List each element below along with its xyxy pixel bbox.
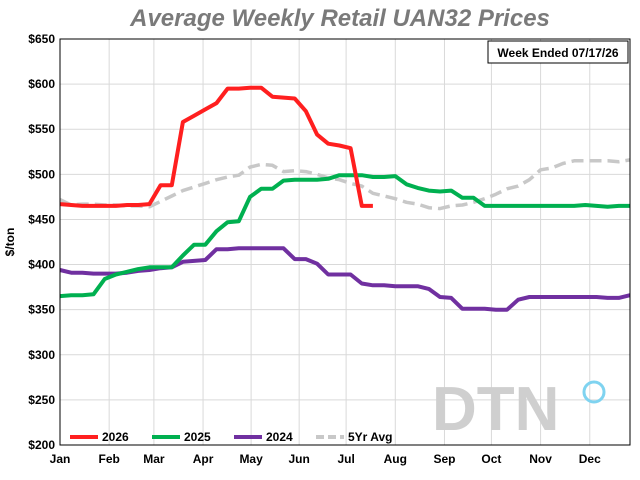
x-tick-label: Jun xyxy=(289,452,310,466)
series-line-2025 xyxy=(59,173,630,299)
x-tick-label: Apr xyxy=(193,452,214,466)
series-line-2026 xyxy=(59,85,373,208)
x-tick-label: Oct xyxy=(481,452,501,466)
y-tick-label: $450 xyxy=(28,212,55,226)
y-tick-label: $250 xyxy=(28,393,55,407)
y-axis-ticks: $200 $250 $300 $350 $400 $450 $500 $550 $600 $650 xyxy=(28,32,55,452)
dtn-logo-text: DTN xyxy=(432,375,559,444)
x-tick-label: Nov xyxy=(529,452,552,466)
y-axis-label: $/ton xyxy=(3,228,17,257)
annotation-box xyxy=(487,40,629,64)
x-tick-label: Jan xyxy=(50,452,71,466)
x-tick-label: May xyxy=(239,452,263,466)
x-tick-label: Dec xyxy=(579,452,601,466)
dtn-logo-dot xyxy=(582,380,606,404)
y-tick-label: $200 xyxy=(28,438,55,452)
y-tick-label: $600 xyxy=(28,77,55,91)
legend-label: 2026 xyxy=(102,430,129,444)
x-tick-label: Aug xyxy=(384,452,407,466)
week-ended-annotation: Week Ended 07/17/26 xyxy=(487,40,629,64)
x-tick-label: Mar xyxy=(143,452,165,466)
y-tick-label: $550 xyxy=(28,122,55,136)
x-tick-label: Sep xyxy=(433,452,455,466)
y-tick-label: $500 xyxy=(28,167,55,181)
annotation-text: Week Ended 07/17/26 xyxy=(497,46,619,60)
legend: 2026 2025 2024 5Yr Avg xyxy=(70,430,392,444)
series-line-2024 xyxy=(59,246,631,312)
legend-label: 2024 xyxy=(266,430,293,444)
legend-label: 5Yr Avg xyxy=(348,430,392,444)
y-tick-label: $350 xyxy=(28,303,55,317)
x-tick-label: Feb xyxy=(99,452,120,466)
x-axis-ticks: Jan Feb Mar Apr May Jun Jul Aug Sep Oct Nov Dec xyxy=(50,452,601,466)
series-layer xyxy=(59,85,631,312)
series-line-5yr-avg xyxy=(59,158,631,211)
x-tick-label: Jul xyxy=(337,452,354,466)
dtn-logo: DTN xyxy=(432,375,606,444)
y-tick-label: $300 xyxy=(28,348,55,362)
chart-title: Average Weekly Retail UAN32 Prices xyxy=(129,5,550,32)
plot-frame xyxy=(59,38,631,446)
y-tick-label: $400 xyxy=(28,258,55,272)
legend-label: 2025 xyxy=(184,430,211,444)
y-tick-label: $650 xyxy=(28,32,55,46)
